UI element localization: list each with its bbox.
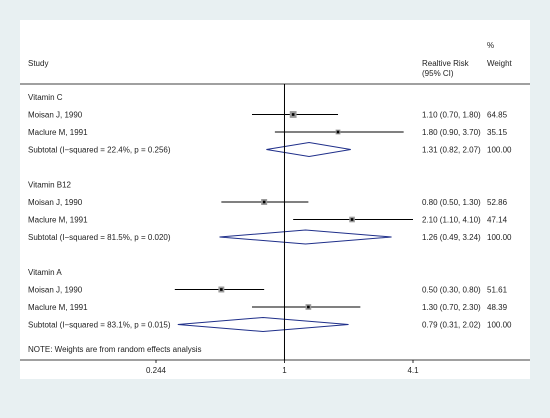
header-effect-ci: (95% CI) [422, 69, 454, 78]
subtotal-label: Subtotal (I−squared = 81.5%, p = 0.020) [28, 233, 171, 242]
forest-marks: Vitamin C Moisan J, 1990 1.10 (0.70, 1.80)… [20, 83, 530, 375]
study-effect-text: 0.80 (0.50, 1.30) [422, 198, 481, 207]
subtotal-diamond [219, 229, 392, 245]
subtotal-diamond [177, 316, 349, 333]
subtotal-weight-text: 100.00 [487, 321, 512, 330]
study-weight-text: 64.85 [487, 111, 508, 120]
study-effect-text: 0.50 (0.30, 0.80) [422, 286, 481, 295]
group-label: Vitamin C [28, 93, 63, 102]
x-tick-label: 0.244 [146, 366, 167, 375]
header-effect: Realtive Risk [422, 59, 470, 68]
header-study: Study [28, 59, 48, 68]
study-weight-text: 52.86 [487, 198, 508, 207]
x-tick-label: 1 [282, 366, 287, 375]
subtotal-label: Subtotal (I−squared = 22.4%, p = 0.256) [28, 146, 171, 155]
study-weight-text: 47.14 [487, 216, 508, 225]
point-estimate [262, 200, 266, 204]
header-weight: Weight [487, 59, 513, 68]
study-effect-text: 2.10 (1.10, 4.10) [422, 216, 481, 225]
forest-plot: Study Realtive Risk (95% CI) % Weight NO… [20, 41, 530, 375]
study-effect-text: 1.30 (0.70, 2.30) [422, 303, 481, 312]
subtotal-effect-text: 0.79 (0.31, 2.02) [422, 321, 481, 330]
study-label: Maclure M, 1991 [28, 216, 88, 225]
point-estimate [307, 305, 310, 309]
study-label: Maclure M, 1991 [28, 128, 88, 137]
point-estimate [350, 218, 354, 221]
study-weight-text: 48.39 [487, 303, 508, 312]
study-label: Moisan J, 1990 [28, 286, 83, 295]
forest-plot-panel: Study Realtive Risk (95% CI) % Weight NO… [20, 20, 530, 379]
subtotal-effect-text: 1.31 (0.82, 2.07) [422, 146, 481, 155]
header-weight-percent: % [487, 41, 494, 50]
study-weight-text: 35.15 [487, 128, 508, 137]
group-label: Vitamin A [28, 268, 62, 277]
point-estimate [291, 113, 295, 116]
study-effect-text: 1.10 (0.70, 1.80) [422, 111, 481, 120]
study-label: Moisan J, 1990 [28, 111, 83, 120]
study-weight-text: 51.61 [487, 286, 508, 295]
note-text: NOTE: Weights are from random effects an… [28, 345, 202, 354]
subtotal-label: Subtotal (I−squared = 83.1%, p = 0.015) [28, 321, 171, 330]
group-label: Vitamin B12 [28, 181, 72, 190]
study-label: Maclure M, 1991 [28, 303, 88, 312]
subtotal-diamond [266, 141, 351, 158]
study-label: Moisan J, 1990 [28, 198, 83, 207]
subtotal-weight-text: 100.00 [487, 233, 512, 242]
x-tick-label: 4.1 [407, 366, 419, 375]
subtotal-weight-text: 100.00 [487, 146, 512, 155]
point-estimate [336, 130, 340, 134]
subtotal-effect-text: 1.26 (0.49, 3.24) [422, 233, 481, 242]
point-estimate [220, 288, 223, 291]
study-effect-text: 1.80 (0.90, 3.70) [422, 128, 481, 137]
